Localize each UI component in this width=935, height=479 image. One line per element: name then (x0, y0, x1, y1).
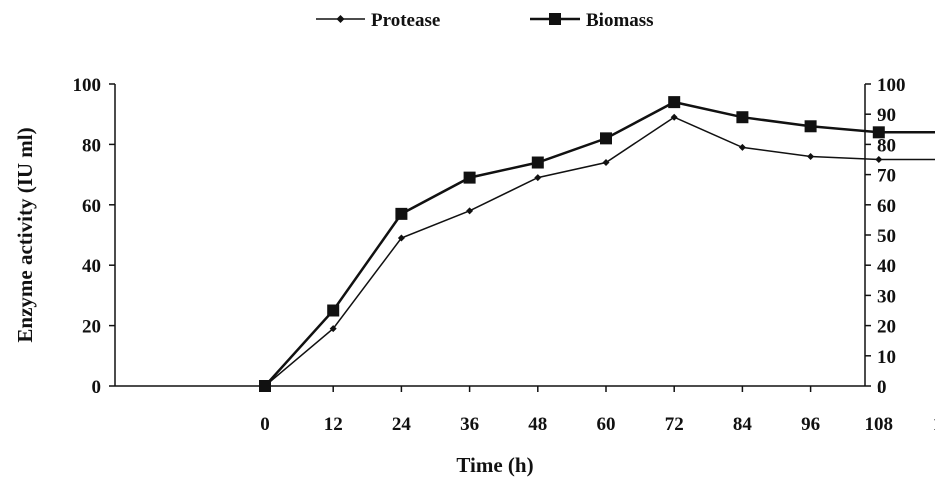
y-left-tick-label: 100 (73, 75, 102, 96)
x-tick-label: 24 (392, 414, 412, 435)
data-point-biomass (327, 304, 340, 317)
x-tick-label: 60 (597, 414, 616, 435)
y-right-tick-label: 100 (877, 75, 906, 96)
y-left-tick-label: 40 (82, 256, 101, 277)
data-point-protease (397, 234, 405, 242)
x-axis-title: Time (h) (456, 453, 533, 477)
data-point-protease (466, 207, 474, 215)
y-right-tick-label: 80 (877, 135, 896, 156)
x-tick-label: 36 (460, 414, 479, 435)
y-left-tick-label: 20 (82, 317, 101, 338)
y-right-tick-label: 60 (877, 196, 896, 217)
data-point-biomass (668, 96, 681, 109)
y-right-tick-label: 0 (877, 377, 887, 398)
data-point-protease (534, 174, 542, 182)
data-point-biomass (259, 380, 271, 392)
data-point-protease (602, 159, 610, 167)
series-line-protease (264, 116, 935, 387)
y-right-tick-label: 50 (877, 226, 896, 247)
y-left-tick-label: 60 (82, 196, 101, 217)
data-point-protease (738, 143, 746, 151)
y-right-tick-label: 90 (877, 105, 896, 126)
y-right-tick-label: 30 (877, 286, 896, 307)
data-point-protease (807, 152, 815, 160)
legend-marker-biomass (549, 13, 561, 25)
x-tick-label: 0 (260, 414, 270, 435)
y-right-tick-label: 20 (877, 317, 896, 338)
data-point-biomass (872, 126, 885, 139)
legend-label-protease: Protease (371, 10, 440, 31)
data-point-protease (329, 325, 337, 333)
y-left-tick-label: 0 (92, 377, 102, 398)
data-point-biomass (531, 156, 544, 169)
x-tick-label: 72 (665, 414, 684, 435)
series-line-biomass (264, 100, 935, 387)
x-tick-label: 120 (933, 414, 935, 435)
data-point-protease (670, 113, 678, 121)
series-layer (259, 96, 935, 392)
x-tick-label: 48 (528, 414, 547, 435)
y-right-tick-label: 40 (877, 256, 896, 277)
legend-label-biomass: Biomass (586, 10, 654, 31)
y-right-tick-label: 70 (877, 166, 896, 187)
x-tick-label: 84 (733, 414, 753, 435)
x-ticks: 0 12 24 36 48 60 72 84 96 108 120 (260, 386, 935, 435)
data-point-biomass (600, 132, 612, 145)
y-axis-title: Enzyme activity (IU ml) (13, 127, 37, 342)
y-ticks-right: 0 10 20 30 40 50 60 70 80 90 100 (865, 75, 906, 398)
x-tick-label: 96 (801, 414, 820, 435)
data-point-biomass (804, 120, 817, 133)
data-point-biomass (736, 111, 749, 124)
legend: Protease Biomass (316, 10, 654, 31)
legend-marker-protease (336, 15, 345, 23)
x-tick-label: 12 (324, 414, 343, 435)
data-point-biomass (463, 171, 476, 184)
y-left-tick-label: 80 (82, 135, 101, 156)
x-tick-label: 108 (865, 414, 894, 435)
y-right-tick-label: 10 (877, 347, 896, 368)
data-point-protease (875, 156, 883, 163)
data-point-biomass (395, 207, 408, 220)
y-ticks-left: 0 20 40 60 80 100 (73, 75, 115, 398)
